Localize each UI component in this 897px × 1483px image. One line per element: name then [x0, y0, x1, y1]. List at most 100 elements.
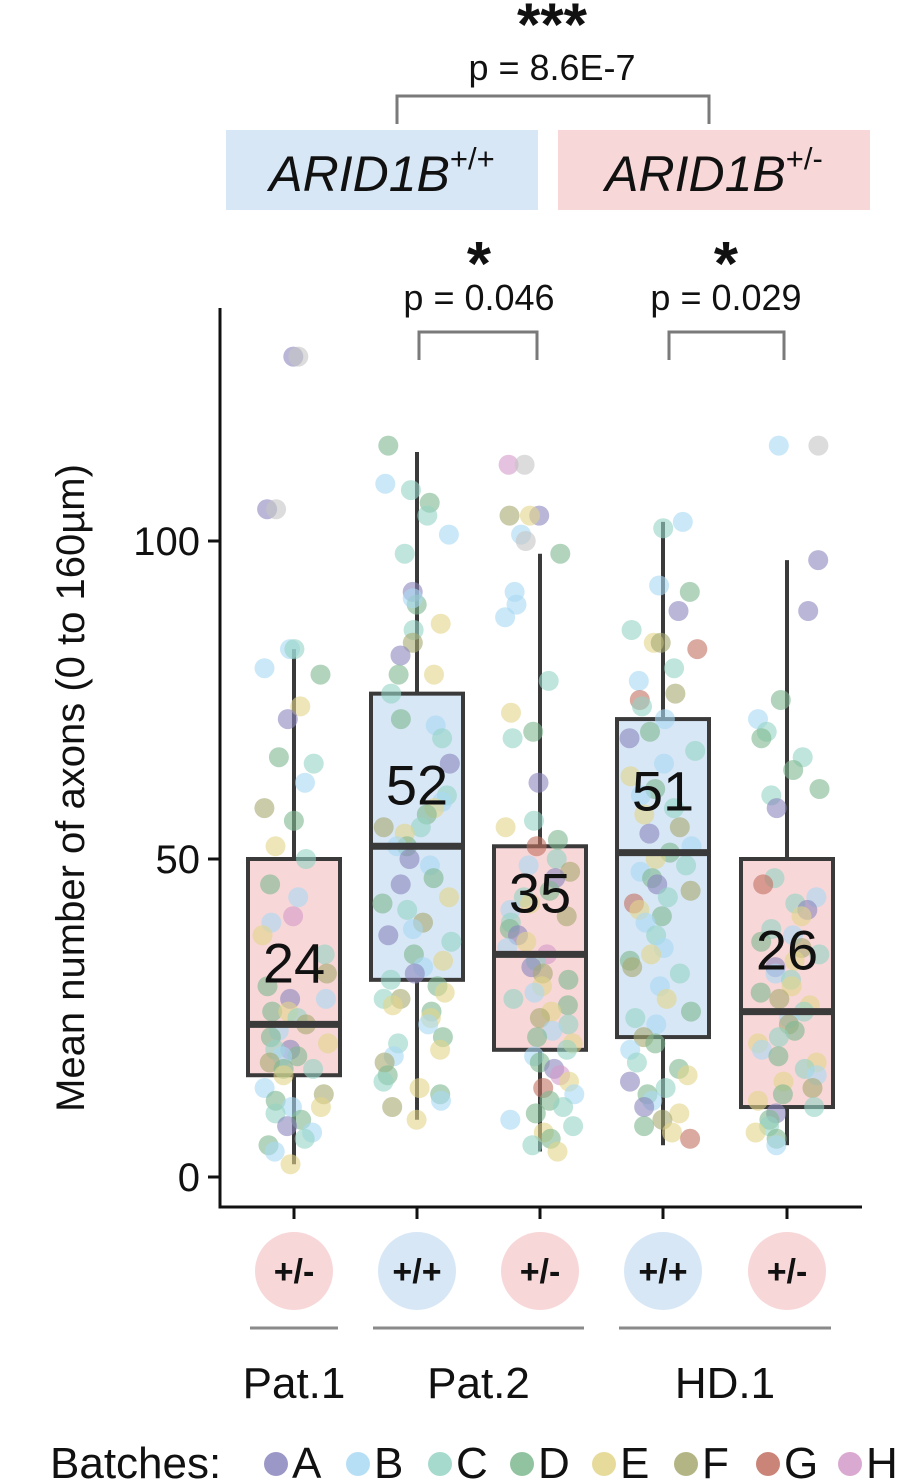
point-1-64 — [382, 1097, 403, 1117]
point-3-56 — [620, 1071, 640, 1092]
point-0-41 — [273, 1065, 294, 1086]
point-0-15 — [265, 836, 286, 857]
point-3-48 — [625, 1008, 646, 1028]
point-1-5 — [438, 524, 459, 545]
point-1-50 — [382, 995, 403, 1016]
point-4-36 — [768, 1027, 789, 1048]
header-het-box — [558, 130, 870, 210]
point-0-19 — [283, 906, 304, 927]
header-het-sup: +/- — [786, 141, 823, 176]
point-4-39 — [768, 1046, 789, 1067]
point-2-18 — [547, 829, 568, 850]
point-1-44 — [404, 963, 425, 984]
legend-label-H: H — [866, 1439, 897, 1483]
genotype-circle-3 — [624, 1232, 702, 1310]
point-4-7 — [751, 728, 772, 749]
point-4-14 — [753, 874, 774, 895]
point-0-33 — [318, 1033, 338, 1054]
point-1-9 — [402, 588, 423, 609]
point-2-58 — [553, 1097, 574, 1117]
genotype-label-3: +/+ — [638, 1253, 687, 1291]
point-3-57 — [655, 1078, 676, 1098]
legend-swatch-E — [592, 1452, 616, 1476]
point-3-4 — [668, 601, 689, 621]
point-2-41 — [503, 988, 524, 1009]
header-het-text: ARID1B — [602, 146, 786, 202]
genotype-label-1: +/+ — [392, 1253, 441, 1291]
comparison-0-stars: *** — [517, 0, 588, 58]
point-1-17 — [390, 709, 411, 730]
point-0-8 — [290, 696, 311, 717]
point-4-1 — [768, 435, 789, 456]
point-0-16 — [296, 849, 316, 869]
point-2-12 — [501, 702, 521, 723]
point-0-3 — [266, 499, 287, 520]
point-3-9 — [664, 658, 685, 679]
point-3-13 — [632, 696, 652, 717]
point-2-26 — [520, 893, 541, 914]
point-2-7 — [550, 543, 571, 564]
point-3-11 — [665, 683, 686, 704]
point-4-10 — [809, 779, 830, 799]
point-0-18 — [288, 887, 309, 908]
y-axis-label: Mean number of axons (0 to 160µm) — [49, 464, 93, 1112]
point-3-24 — [669, 817, 690, 838]
point-0-14 — [283, 810, 304, 831]
point-2-15 — [528, 772, 549, 793]
comparison-2-stars: * — [714, 230, 739, 299]
point-1-16 — [381, 683, 402, 704]
legend-label-D: D — [538, 1439, 570, 1483]
point-3-1 — [653, 518, 674, 539]
point-2-49 — [557, 1039, 577, 1060]
cell-line-label-2: HD.1 — [675, 1359, 775, 1408]
point-3-60 — [634, 1097, 655, 1117]
y-tick-label-0: 0 — [178, 1156, 200, 1200]
point-3-41 — [641, 944, 662, 965]
point-4-30 — [769, 988, 790, 1009]
genotype-circle-2 — [501, 1232, 579, 1310]
point-1-15 — [424, 664, 444, 685]
point-1-47 — [434, 982, 455, 1003]
point-3-3 — [679, 581, 700, 602]
point-1-40 — [441, 931, 462, 952]
point-0-47 — [265, 1103, 286, 1124]
point-2-28 — [556, 906, 577, 927]
point-1-26 — [373, 817, 394, 838]
point-1-14 — [388, 664, 409, 685]
median-label-4: 26 — [756, 919, 818, 982]
point-1-30 — [399, 849, 420, 869]
header-wt-text: ARID1B — [266, 146, 450, 202]
point-1-25 — [410, 817, 431, 838]
header-het-label: ARID1B+/- — [602, 141, 823, 202]
legend-label-A: A — [292, 1439, 322, 1483]
header-wt-sup: +/+ — [450, 141, 495, 176]
point-4-29 — [750, 982, 771, 1003]
point-0-10 — [268, 747, 289, 768]
point-2-19 — [526, 836, 547, 857]
point-4-21 — [751, 931, 772, 952]
point-2-65 — [547, 1141, 568, 1162]
point-1-45 — [380, 969, 401, 990]
y-tick-label-1: 50 — [156, 838, 201, 882]
point-0-24 — [257, 976, 278, 997]
point-1-13 — [390, 645, 411, 666]
point-3-10 — [628, 670, 649, 691]
point-0-12 — [295, 772, 315, 793]
point-1-35 — [372, 893, 393, 914]
point-3-15 — [640, 721, 660, 742]
point-0-22 — [314, 944, 335, 965]
point-2-46 — [542, 1020, 563, 1041]
legend-swatch-G — [756, 1452, 780, 1476]
point-2-21 — [518, 855, 539, 876]
point-0-23 — [316, 963, 337, 984]
point-3-23 — [634, 804, 655, 825]
point-2-42 — [557, 995, 578, 1016]
legend-label-F: F — [702, 1439, 729, 1483]
point-1-33 — [390, 874, 411, 895]
point-4-12 — [766, 798, 787, 819]
legend-swatch-H — [838, 1452, 862, 1476]
point-3-2 — [649, 575, 670, 596]
point-3-53 — [626, 1052, 647, 1073]
point-2-9 — [506, 594, 527, 615]
point-4-9 — [783, 760, 804, 780]
